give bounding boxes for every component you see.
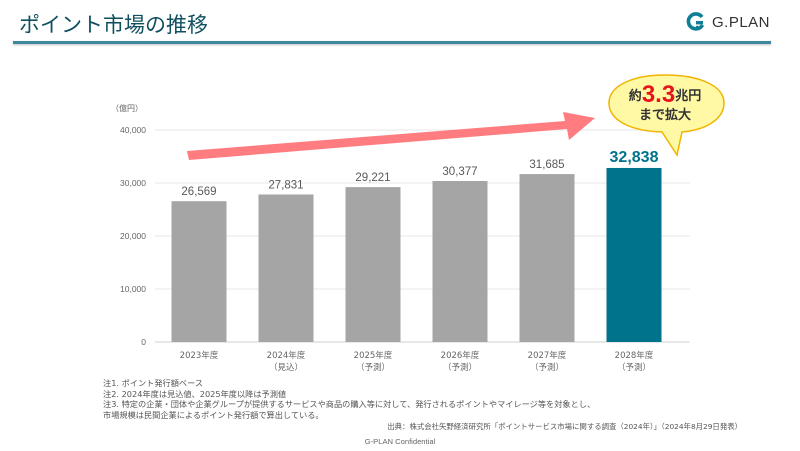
note-4: 市場規模は民間企業によるポイント発行額で算出している。: [103, 409, 324, 420]
x-tick-label: 2027年度: [528, 350, 567, 361]
x-tick-label: 2024年度: [267, 350, 306, 361]
source-citation: 出典：株式会社矢野経済研究所「ポイントサービス市場に関する調査（2024年）」（…: [387, 422, 742, 431]
x-tick-label: 2028年度: [615, 350, 654, 361]
bar: [519, 174, 575, 342]
note-1: 注1. ポイント発行額ベース: [103, 378, 204, 388]
note-3: 注3. 特定の企業・団体や企業グループが提供するサービスや商品の購入等に対して、…: [103, 399, 596, 410]
footnotes: 注1. ポイント発行額ベース 注2. 2024年度は見込値、2025年度以降は予測…: [103, 378, 595, 420]
x-tick-label-sub: （予測）: [617, 362, 651, 373]
x-tick-label-sub: （見込）: [269, 362, 303, 373]
bar: [345, 187, 401, 342]
annotation-number: 3.3: [641, 81, 676, 108]
bar: [606, 167, 662, 342]
confidential-footer: G-PLAN Confidential: [364, 437, 436, 446]
data-label: 26,569: [181, 186, 216, 198]
title-underline: [13, 41, 771, 44]
data-label: 27,831: [268, 179, 303, 191]
y-tick-label: 30,000: [120, 178, 146, 188]
annotation-line2: まで拡大: [638, 108, 691, 123]
brand-logo: G.PLAN: [686, 12, 770, 32]
x-tick-label: 2025年度: [354, 350, 393, 361]
y-tick-label: 0: [141, 337, 146, 347]
y-tick-label: 40,000: [120, 125, 146, 135]
annotation-text: 約3.3兆円 まで拡大: [611, 81, 719, 123]
x-tick-label: 2026年度: [441, 350, 480, 361]
y-tick-label: 20,000: [120, 231, 146, 241]
x-tick-label-sub: （予測）: [443, 362, 477, 373]
data-label: 32,838: [610, 149, 659, 166]
bar: [258, 194, 314, 342]
y-tick-label: 10,000: [120, 284, 146, 294]
annotation-suffix: 兆円: [675, 89, 702, 104]
note-2: 注2. 2024年度は見込値、2025年度以降は予測値: [103, 388, 287, 399]
y-axis-unit-label: （億円）: [111, 103, 143, 113]
page-title: ポイント市場の推移: [19, 13, 208, 37]
x-tick-label-sub: （予測）: [356, 362, 390, 373]
bar: [432, 181, 488, 342]
annotation-prefix: 約: [628, 89, 642, 104]
bar: [171, 201, 227, 342]
data-label: 30,377: [442, 166, 477, 178]
g-plan-logo-icon: [686, 12, 705, 31]
x-tick-label: 2023年度: [180, 350, 219, 361]
data-label: 29,221: [355, 172, 390, 184]
brand-name: G.PLAN: [712, 13, 771, 31]
growth-arrow-icon: [187, 112, 595, 160]
x-tick-label-sub: （予測）: [530, 362, 564, 373]
data-label: 31,685: [529, 159, 564, 171]
speech-bubble: [608, 74, 725, 157]
